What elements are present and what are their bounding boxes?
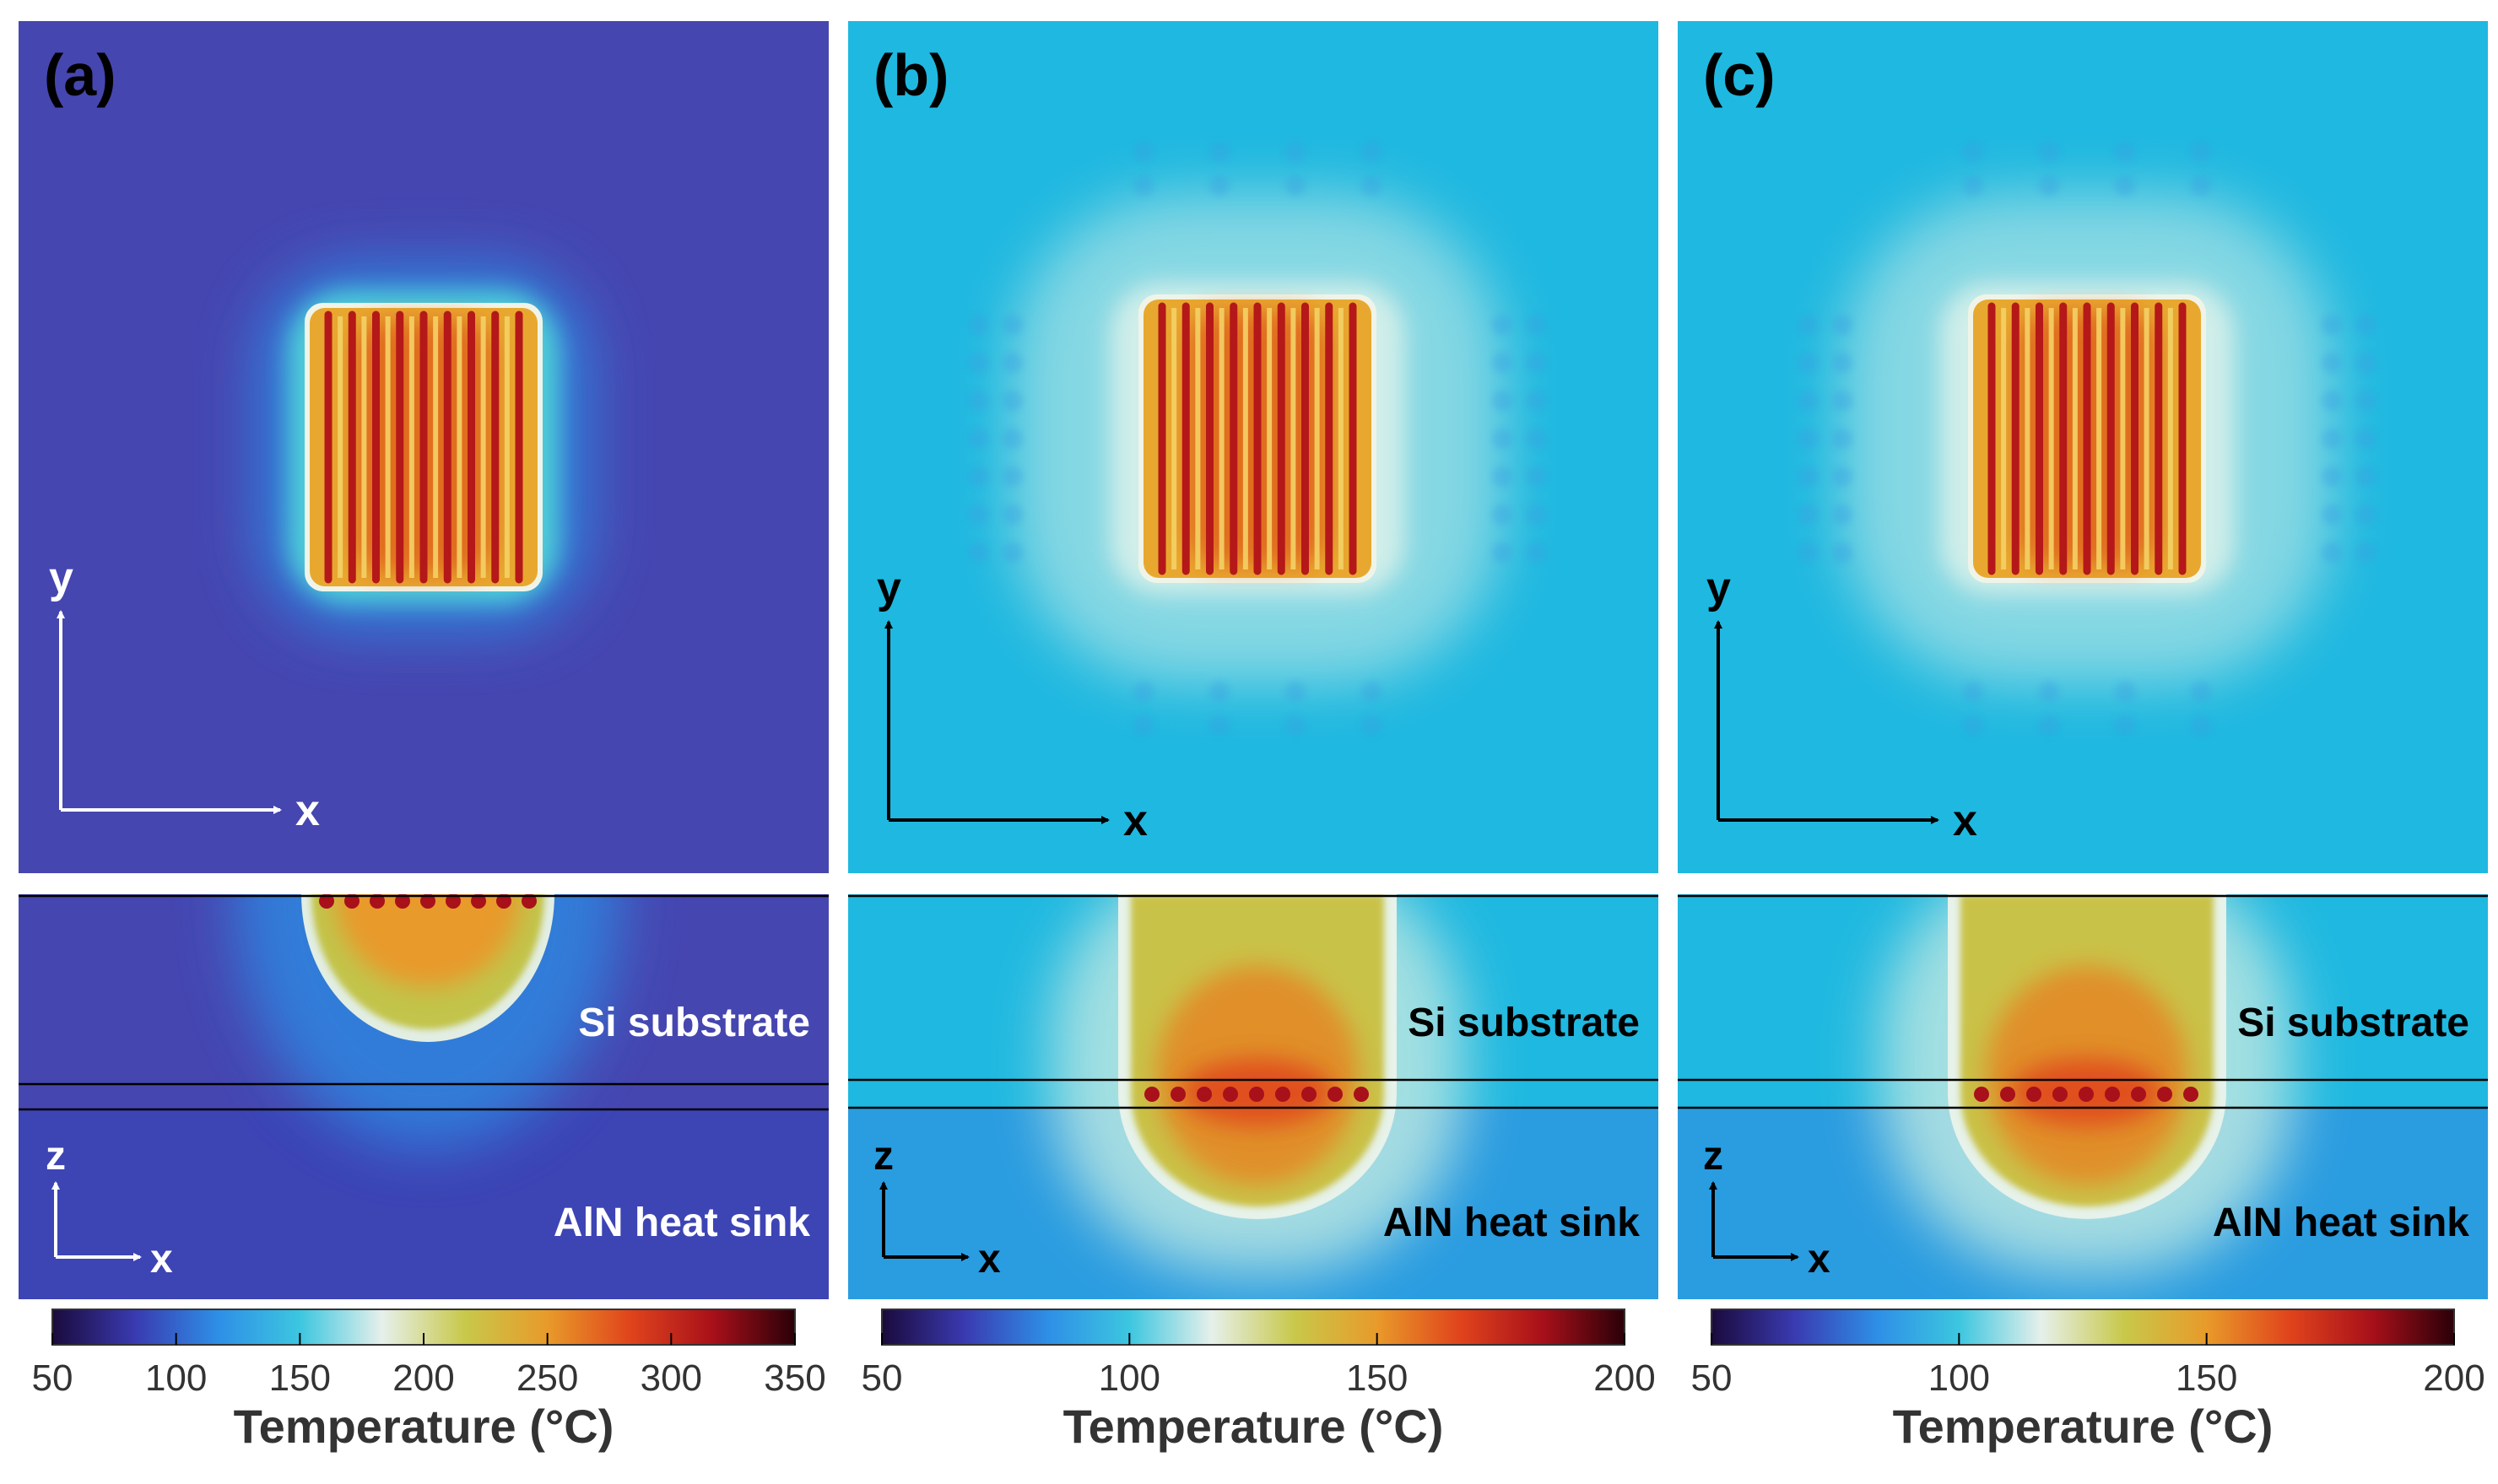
colorbar-tick-label: 100: [145, 1357, 207, 1399]
heater-dot: [2079, 1087, 2094, 1102]
substrate-label: Si substrate: [578, 1001, 810, 1045]
panel-label: (c): [1703, 42, 1776, 108]
colorbar: [1711, 1309, 2455, 1346]
heater-dot: [1301, 1087, 1317, 1102]
colorbar: [881, 1309, 1625, 1346]
heater-dot: [2131, 1087, 2146, 1102]
colorbar-tick-label: 150: [1346, 1357, 1408, 1399]
panel-a: (a) y x Si substrate AlN heat sink z x 50 100 150…: [19, 21, 829, 1453]
x-axis-label: x: [1953, 796, 1977, 845]
heater-dot: [1249, 1087, 1264, 1102]
substrate-label: Si substrate: [2237, 1001, 2469, 1045]
heater-dot: [1327, 1087, 1343, 1102]
y-axis-label: y: [49, 553, 73, 602]
top-temperature-map: [1678, 21, 2488, 873]
x-axis-label: x: [295, 786, 320, 835]
heat-sink-label: AlN heat sink: [1383, 1201, 1640, 1245]
colorbar-tick-label: 250: [516, 1357, 578, 1399]
z-axis-label: z: [873, 1134, 894, 1179]
colorbar-tick-label: 300: [641, 1357, 702, 1399]
colorbar-tick-label: 50: [1691, 1357, 1733, 1399]
heater-dot: [1354, 1087, 1369, 1102]
panel-label: (b): [873, 42, 949, 108]
heater-dot: [2026, 1087, 2041, 1102]
heater-dot: [2105, 1087, 2120, 1102]
z-axis-label: z: [1703, 1134, 1723, 1179]
top-temperature-map: [19, 21, 829, 873]
x-axis-label: x: [1808, 1237, 1830, 1282]
colorbar-tick-label: 150: [269, 1357, 331, 1399]
heater-dot: [1171, 1087, 1186, 1102]
panel-b: (b) y x Si substrate AlN heat sink z x 50 100 150…: [848, 21, 1658, 1453]
panel-c: (c) y x Si substrate AlN heat sink z x 50 100 150…: [1678, 21, 2488, 1453]
heat-sink-label: AlN heat sink: [554, 1201, 810, 1245]
colorbar-tick-label: 100: [1099, 1357, 1160, 1399]
colorbar-title: Temperature (°C): [1893, 1400, 2274, 1453]
heater-dot: [2183, 1087, 2198, 1102]
colorbar-tick-label: 100: [1928, 1357, 1990, 1399]
y-axis-label: y: [1706, 564, 1731, 612]
top-temperature-map: [848, 21, 1658, 873]
dot-pattern: [1798, 142, 2376, 736]
x-axis-label: x: [978, 1237, 1001, 1282]
x-axis-label: x: [1123, 796, 1148, 845]
heater-dot: [2052, 1087, 2068, 1102]
heater-dot: [2157, 1087, 2172, 1102]
z-axis-label: z: [46, 1134, 66, 1179]
colorbar-tick-label: 350: [764, 1357, 825, 1399]
colorbar-title: Temperature (°C): [1063, 1400, 1444, 1453]
heater-dot: [1223, 1087, 1238, 1102]
dot-pattern: [969, 142, 1546, 736]
heater-dot: [1197, 1087, 1212, 1102]
substrate-label: Si substrate: [1408, 1001, 1640, 1045]
heater-dot: [1275, 1087, 1290, 1102]
colorbar-tick-label: 50: [862, 1357, 903, 1399]
panel-label: (a): [44, 42, 116, 108]
x-axis-label: x: [150, 1237, 173, 1282]
y-axis-label: y: [877, 564, 901, 612]
cross-section-map: [848, 894, 1658, 1299]
colorbar-tick-label: 50: [32, 1357, 73, 1399]
heater-dot: [1144, 1087, 1160, 1102]
colorbar-tick-label: 150: [2176, 1357, 2237, 1399]
colorbar-tick-label: 200: [2423, 1357, 2484, 1399]
colorbar-tick-label: 200: [1593, 1357, 1655, 1399]
colorbar-title: Temperature (°C): [234, 1400, 614, 1453]
colorbar-tick-label: 200: [392, 1357, 454, 1399]
cross-section-map: [1678, 894, 2488, 1299]
heater-dot: [1974, 1087, 1989, 1102]
heater-dot: [2000, 1087, 2015, 1102]
heat-sink-label: AlN heat sink: [2213, 1201, 2469, 1245]
